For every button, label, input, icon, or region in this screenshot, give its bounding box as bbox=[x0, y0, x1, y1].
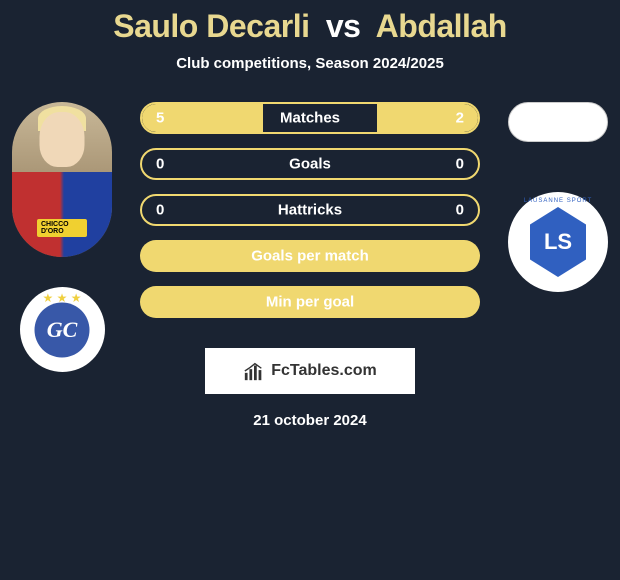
player1-name: Saulo Decarli bbox=[113, 8, 309, 44]
chart-icon bbox=[243, 360, 265, 382]
player2-column: LAUSANNE SPORT bbox=[508, 102, 608, 292]
subtitle: Club competitions, Season 2024/2025 bbox=[0, 55, 620, 72]
stat-right-value: 0 bbox=[456, 202, 464, 219]
stat-right-value: 2 bbox=[456, 110, 464, 127]
stat-label: Goals bbox=[289, 156, 331, 173]
content-area: CHICCO D'ORO ★ ★ ★ LAUSANNE SPORT 5 2 Matc… bbox=[0, 102, 620, 318]
watermark-text: FcTables.com bbox=[271, 362, 377, 380]
vs-label: vs bbox=[326, 8, 361, 44]
stat-label: Matches bbox=[280, 110, 340, 127]
stat-label: Min per goal bbox=[266, 294, 354, 311]
player2-club-logo: LAUSANNE SPORT bbox=[508, 192, 608, 292]
date-label: 21 october 2024 bbox=[0, 412, 620, 429]
stats-bars: 5 2 Matches 0 0 Goals 0 0 Hattricks Goals per mat… bbox=[140, 102, 480, 318]
stat-left-value: 0 bbox=[156, 156, 164, 173]
stat-row: 5 2 Matches bbox=[140, 102, 480, 134]
comparison-title: Saulo Decarli vs Abdallah bbox=[0, 0, 620, 45]
player1-head bbox=[40, 112, 85, 167]
player1-column: CHICCO D'ORO ★ ★ ★ bbox=[12, 102, 112, 372]
stat-label: Hattricks bbox=[278, 202, 342, 219]
player1-photo: CHICCO D'ORO bbox=[12, 102, 112, 257]
player2-photo bbox=[508, 102, 608, 142]
club-ring-text: LAUSANNE SPORT bbox=[508, 198, 608, 204]
club-stars-icon: ★ ★ ★ bbox=[20, 291, 105, 305]
player1-club-logo: ★ ★ ★ bbox=[20, 287, 105, 372]
stat-row: Min per goal bbox=[140, 286, 480, 318]
watermark-badge: FcTables.com bbox=[205, 348, 415, 394]
player1-jersey bbox=[12, 172, 112, 257]
stat-left-value: 5 bbox=[156, 110, 164, 127]
stat-row: 0 0 Goals bbox=[140, 148, 480, 180]
stat-row: Goals per match bbox=[140, 240, 480, 272]
stat-row: 0 0 Hattricks bbox=[140, 194, 480, 226]
stat-label: Goals per match bbox=[251, 248, 369, 265]
stat-left-value: 0 bbox=[156, 202, 164, 219]
player2-name: Abdallah bbox=[376, 8, 507, 44]
player1-sponsor: CHICCO D'ORO bbox=[37, 219, 87, 237]
stat-right-value: 0 bbox=[456, 156, 464, 173]
